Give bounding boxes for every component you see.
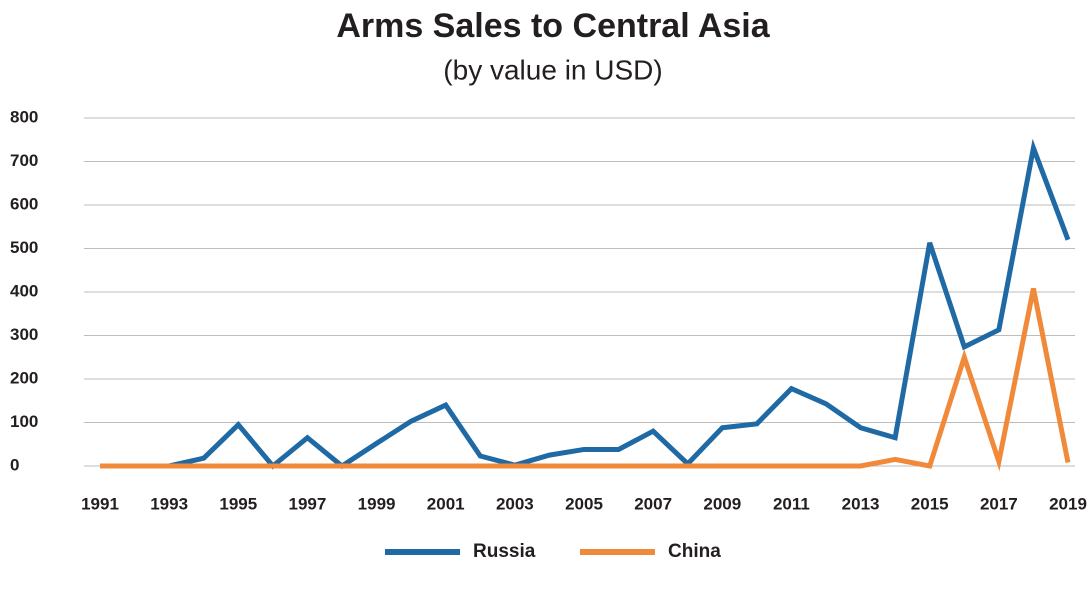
y-tick-label: 300: [10, 325, 38, 344]
legend-label: China: [668, 541, 721, 562]
chart-subtitle: (by value in USD): [443, 54, 662, 85]
x-tick-label: 2019: [1049, 494, 1087, 513]
y-tick-label: 800: [10, 107, 38, 126]
x-tick-label: 2011: [773, 494, 810, 513]
y-tick-label: 400: [10, 281, 38, 300]
x-tick-label: 1991: [81, 494, 119, 513]
x-tick-label: 2009: [703, 494, 741, 513]
x-tick-label: 2013: [842, 494, 880, 513]
x-tick-label: 1995: [219, 494, 257, 513]
x-tick-label: 2003: [496, 494, 534, 513]
x-tick-label: 1993: [150, 494, 188, 513]
y-tick-label: 100: [10, 412, 38, 431]
x-tick-label: 2015: [911, 494, 949, 513]
legend-label: Russia: [473, 541, 536, 562]
x-tick-label: 2005: [565, 494, 603, 513]
data-line: [100, 288, 1071, 472]
y-tick-label: 500: [10, 238, 38, 257]
x-tick-label: 2007: [634, 494, 672, 513]
x-tick-label: 2017: [980, 494, 1018, 513]
y-tick-label: 700: [10, 151, 38, 170]
chart-title: Arms Sales to Central Asia: [336, 7, 770, 45]
y-tick-label: 200: [10, 368, 38, 387]
data-line: [100, 138, 1071, 470]
x-tick-label: 1999: [358, 494, 396, 513]
x-tick-label: 1997: [289, 494, 327, 513]
y-tick-label: 0: [10, 455, 19, 474]
y-tick-label: 600: [10, 194, 38, 213]
x-tick-label: 2001: [427, 494, 465, 513]
